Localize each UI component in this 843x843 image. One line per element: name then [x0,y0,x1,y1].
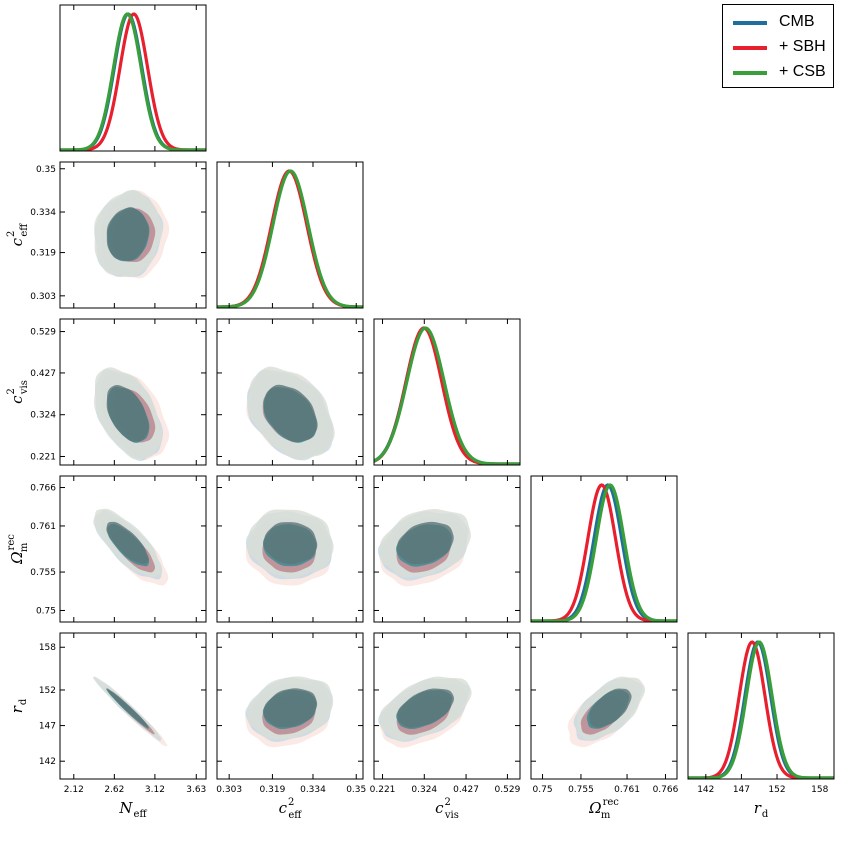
curve-neff-csb [60,12,206,151]
panel-1d-rd [687,632,835,780]
xtick-label-neff: 2.62 [104,785,124,795]
ytick-label-rd: 142 [39,757,56,767]
ytick-label-cvis: 0.221 [30,452,56,462]
ytick-label-ceff: 0.334 [30,208,56,218]
contour-csb-68 [263,384,318,442]
xtick-label-cvis: 0.221 [370,785,396,795]
curve-cvis-csb [374,326,520,465]
panel-2d-om-rd [530,632,678,780]
yaxis-label-ceff: c2 eff [6,223,30,247]
legend-label-cmb: CMB [779,13,815,30]
xaxis-label-neff: Neff [118,799,147,820]
legend-item-cmb: CMB [723,10,833,34]
panel-1d-ceff [216,161,364,309]
panel-2d-ceff-rd [216,632,364,780]
ytick-label-om: 0.761 [30,522,56,532]
yaxis-label-om: Ωrec m [6,534,30,565]
yaxis-label-rd: rd [8,698,29,713]
panel-2d-cvis-rd [373,632,521,780]
xtick-label-ceff: 0.303 [216,785,242,795]
ytick-label-om: 0.766 [30,484,56,494]
ytick-label-rd: 152 [39,686,56,696]
panel-1d-neff [59,4,207,152]
xtick-label-cvis: 0.427 [453,785,479,795]
ytick-label-cvis: 0.324 [30,411,56,421]
yaxis-label-cvis: c2 vis [6,380,30,404]
panel-2d-neff-rd [59,632,207,780]
curve-ceff-csb [217,169,363,308]
legend-swatch-cmb [733,21,767,25]
xtick-label-ceff: 0.334 [300,785,326,795]
xtick-label-om: 0.755 [568,785,594,795]
legend-swatch-csb [733,71,767,75]
xaxis-label-cvis: c2 vis [435,797,459,821]
contour-csb-68 [106,207,149,261]
legend-label-sbh: + SBH [779,38,826,55]
contour-csb-68 [589,688,632,728]
panel-2d-neff-cvis [59,318,207,466]
legend-item-csb: + CSB [723,60,833,84]
xtick-label-rd: 152 [768,785,785,795]
xtick-label-om: 0.75 [533,785,553,795]
legend: CMB + SBH + CSB [722,4,834,88]
ytick-label-om: 0.755 [30,568,56,578]
panel-2d-cvis-om [373,475,521,623]
xtick-label-om: 0.766 [653,785,679,795]
xtick-label-neff: 3.63 [186,785,206,795]
xtick-label-rd: 142 [697,785,714,795]
panel-2d-neff-ceff [59,161,207,309]
xtick-label-rd: 158 [811,785,828,795]
xtick-label-neff: 2.12 [64,785,84,795]
xaxis-label-ceff: c2 eff [279,797,303,821]
ytick-label-cvis: 0.529 [30,328,56,338]
xtick-label-neff: 3.12 [145,785,165,795]
xaxis-label-om: Ωrec m [588,797,619,821]
ytick-label-ceff: 0.303 [30,292,56,302]
contour-csb-68 [106,384,149,442]
panel-2d-ceff-cvis [216,318,364,466]
panel-2d-ceff-om [216,475,364,623]
curve-om-csb [531,483,677,622]
contour-csb-68 [263,522,318,565]
contour-csb-68 [397,521,454,564]
xtick-label-ceff: 0.35 [346,785,366,795]
xtick-label-cvis: 0.324 [411,785,437,795]
ytick-label-rd: 158 [39,643,56,653]
xtick-label-cvis: 0.529 [495,785,521,795]
panel-2d-neff-om [59,475,207,623]
ytick-label-ceff: 0.35 [36,165,56,175]
curve-rd-csb [688,640,834,779]
contour-csb-68 [106,688,149,728]
ytick-label-om: 0.75 [36,606,56,616]
legend-item-sbh: + SBH [723,35,833,59]
ytick-label-rd: 147 [39,722,56,732]
contour-csb-68 [397,688,455,728]
contour-csb-68 [263,688,318,728]
legend-swatch-sbh [733,46,767,50]
xaxis-label-rd: rd [754,799,769,820]
ytick-label-cvis: 0.427 [30,369,56,379]
xtick-label-rd: 147 [733,785,750,795]
xtick-label-ceff: 0.319 [260,785,286,795]
ytick-label-ceff: 0.319 [30,249,56,259]
contour-csb-68 [106,521,149,564]
panel-1d-om [530,475,678,623]
panel-1d-cvis [373,318,521,466]
xtick-label-om: 0.761 [614,785,640,795]
legend-label-csb: + CSB [779,63,826,80]
